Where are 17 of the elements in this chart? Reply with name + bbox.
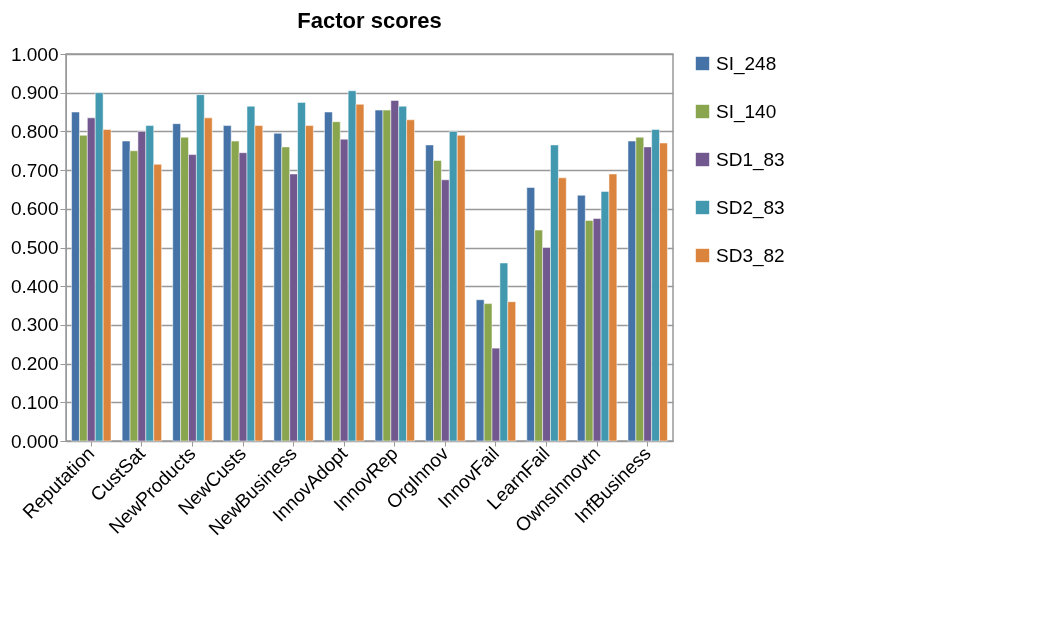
- y-tick-label: 0.600: [10, 198, 59, 220]
- legend-label: SD3_82: [716, 244, 785, 267]
- y-tick-label: 0.900: [10, 82, 59, 104]
- chart-title: Factor scores: [297, 8, 442, 33]
- legend-label: SI_140: [716, 100, 777, 123]
- y-tick-label: 0.000: [10, 430, 59, 452]
- y-tick-label: 0.200: [10, 353, 59, 375]
- legend-label: SD2_83: [716, 196, 785, 219]
- y-tick-label: 1.000: [10, 43, 59, 65]
- y-tick-label: 0.700: [10, 159, 59, 181]
- y-tick-label: 0.400: [10, 275, 59, 297]
- legend-label: SD1_83: [716, 148, 785, 171]
- y-tick-label: 0.800: [10, 120, 59, 142]
- legend-label: SI_248: [716, 52, 777, 75]
- y-tick-label: 0.500: [10, 237, 59, 258]
- y-tick-label: 0.300: [10, 314, 59, 336]
- y-tick-label: 0.100: [10, 391, 59, 413]
